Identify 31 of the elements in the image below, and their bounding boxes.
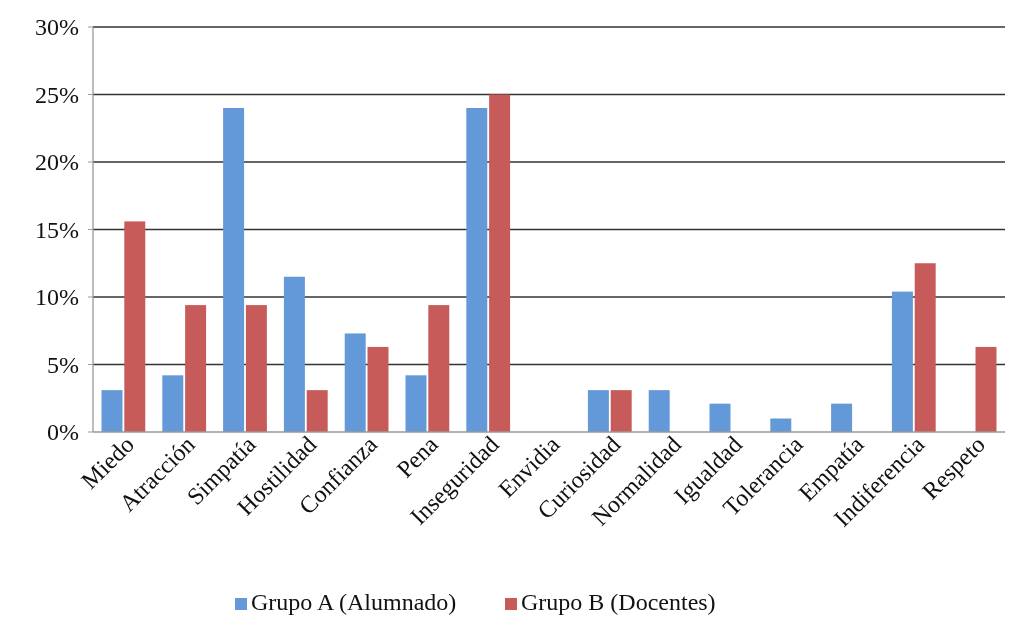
bar <box>162 375 184 432</box>
bar <box>344 333 366 432</box>
bar <box>101 390 123 432</box>
bar <box>648 390 670 432</box>
bar <box>124 221 146 432</box>
y-tick-label: 10% <box>35 284 79 311</box>
bar <box>283 276 305 432</box>
bar <box>975 346 997 432</box>
bar <box>914 263 936 432</box>
y-tick-label: 30% <box>35 14 79 41</box>
y-tick-label: 0% <box>47 419 79 446</box>
y-tick-label: 20% <box>35 149 79 176</box>
legend-label: Grupo B (Docentes) <box>521 589 716 615</box>
bar <box>891 291 913 432</box>
bar <box>489 94 511 432</box>
bar <box>185 305 207 432</box>
bar <box>223 108 245 432</box>
bar <box>831 403 853 432</box>
y-tick-label: 5% <box>47 351 79 378</box>
bar <box>306 390 328 432</box>
bar <box>428 305 450 432</box>
bar <box>709 403 731 432</box>
bar <box>587 390 609 432</box>
y-tick-label: 15% <box>35 216 79 243</box>
bar <box>610 390 632 432</box>
bar <box>466 108 488 432</box>
bar <box>245 305 267 432</box>
y-tick-label: 25% <box>35 81 79 108</box>
legend-label: Grupo A (Alumnado) <box>251 589 457 615</box>
bar <box>405 375 427 432</box>
bar <box>367 346 389 432</box>
